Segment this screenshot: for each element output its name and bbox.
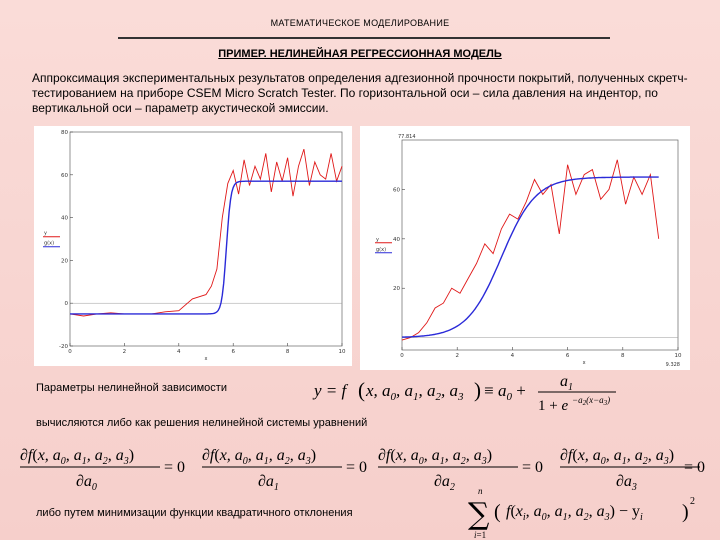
svg-text:≡: ≡ <box>484 381 494 400</box>
x-tick-label: 2 <box>123 349 127 355</box>
x-tick-label: 8 <box>286 349 290 355</box>
svg-text:∂f(x, a0, a1, a2, a3): ∂f(x, a0, a1, a2, a3) <box>202 447 316 467</box>
svg-text:= 0: = 0 <box>164 459 185 476</box>
svg-text:= 0: = 0 <box>522 459 543 476</box>
x-axis-label: x <box>583 360 586 366</box>
fitted-curve-series <box>70 180 342 315</box>
svg-text:∂a2: ∂a2 <box>434 473 455 492</box>
intro-paragraph: Аппроксимация экспериментальных результа… <box>32 71 688 115</box>
y-tick-label: -20 <box>59 344 68 350</box>
svg-text:y = f: y = f <box>312 381 349 400</box>
least-squares-formula: n ∑ i=1 ( f(xi, a0, a1, a2, a3) − yi ) 2 <box>468 486 695 540</box>
plot-frame <box>401 139 679 351</box>
plot-right-svg: 0 2 4 6 8 10 20 40 60 y g(x) x 77.814 9.328 <box>375 134 682 368</box>
x-tick-label: 4 <box>511 353 515 359</box>
params-text: Параметры нелинейной зависимости <box>36 382 227 394</box>
equation-a1: ∂f(x, a0, a1, a2, a3) ∂a1 = 0 <box>202 447 367 492</box>
y-tick-label: 40 <box>61 216 68 222</box>
x-tick-label: 8 <box>621 353 625 359</box>
svg-text:= 0: = 0 <box>684 459 705 476</box>
svg-text:f(xi, a0, a1, a2, a3) − yi: f(xi, a0, a1, a2, a3) − yi <box>506 503 643 523</box>
x-tick-label: 4 <box>177 349 181 355</box>
y-tick-label: 80 <box>61 130 68 136</box>
y-axis-label-fit: g(x) <box>376 247 386 253</box>
minimize-text: либо путем минимизации функции квадратич… <box>36 507 353 519</box>
measured-data-series <box>401 159 660 341</box>
svg-text:= 0: = 0 <box>346 459 367 476</box>
slide-title: ПРИМЕР. НЕЛИНЕЙНАЯ РЕГРЕССИОННАЯ МОДЕЛЬ <box>0 48 720 60</box>
svg-text:i=1: i=1 <box>474 530 486 540</box>
equation-system: ∂f(x, a0, a1, a2, a3) ∂a0 = 0 ∂f(x, a0, … <box>20 447 705 492</box>
svg-text:∑: ∑ <box>468 497 490 532</box>
fitted-curve-series <box>402 176 659 338</box>
y-axis-label: y <box>376 237 379 243</box>
svg-text:∂a3: ∂a3 <box>616 473 637 492</box>
svg-text:): ) <box>682 501 689 523</box>
svg-text:−a2(x−a3): −a2(x−a3) <box>572 395 610 407</box>
svg-text:1 + e: 1 + e <box>538 398 568 414</box>
svg-text:∂f(x, a0, a1, a2, a3): ∂f(x, a0, a1, a2, a3) <box>378 447 492 467</box>
x-tick-label: 6 <box>566 353 570 359</box>
svg-text:x, a0, a1, a2, a3: x, a0, a1, a2, a3 <box>365 381 464 403</box>
model-formula: y = f ( x, a0, a1, a2, a3 ) ≡ a0 + a1 1 … <box>312 373 616 414</box>
plot-left: 0 2 4 6 8 10 -20 0 20 40 60 80 y g(x) x <box>34 126 352 366</box>
svg-text:n: n <box>478 486 483 496</box>
x-tick-label: 0 <box>68 349 72 355</box>
x-tick-label: 0 <box>400 353 404 359</box>
y-tick-label: 60 <box>393 187 400 193</box>
x-axis-label: x <box>205 356 208 362</box>
right-value-label: 9.328 <box>666 362 680 368</box>
slide-title-text: ПРИМЕР. НЕЛИНЕЙНАЯ РЕГРЕССИОННАЯ МОДЕЛЬ <box>218 48 502 60</box>
svg-text:∂a1: ∂a1 <box>258 473 279 492</box>
top-value-label: 77.814 <box>398 134 416 140</box>
svg-text:∂f(x, a0, a1, a2, a3): ∂f(x, a0, a1, a2, a3) <box>20 447 134 467</box>
svg-text:∂a0: ∂a0 <box>76 473 97 492</box>
y-axis-label-fit: g(x) <box>44 241 54 247</box>
y-tick-label: 60 <box>61 173 68 179</box>
x-tick-label: 6 <box>231 349 235 355</box>
svg-text:): ) <box>474 378 481 402</box>
svg-text:∂f(x, a0, a1, a2, a3): ∂f(x, a0, a1, a2, a3) <box>560 447 674 467</box>
plot-right: 0 2 4 6 8 10 20 40 60 y g(x) x 77.814 9.328 <box>360 126 690 370</box>
svg-text:(: ( <box>494 501 501 523</box>
svg-text:a1: a1 <box>560 373 573 393</box>
svg-text:a0 +: a0 + <box>498 381 526 403</box>
svg-text:(: ( <box>358 378 365 402</box>
solve-text: вычисляются либо как решения нелинейной … <box>36 417 368 429</box>
header: МАТЕМАТИЧЕСКОЕ МОДЕЛИРОВАНИЕ <box>270 18 450 28</box>
x-tick-label: 10 <box>339 349 346 355</box>
x-tick-label: 2 <box>455 353 459 359</box>
equation-a0: ∂f(x, a0, a1, a2, a3) ∂a0 = 0 <box>20 447 185 492</box>
svg-text:2: 2 <box>690 496 695 507</box>
y-tick-label: 20 <box>61 258 68 264</box>
header-divider <box>118 37 610 39</box>
y-tick-label: 0 <box>65 301 69 307</box>
y-tick-label: 20 <box>393 286 400 292</box>
measured-data-series <box>69 148 343 317</box>
y-tick-label: 40 <box>393 237 400 243</box>
plot-frame <box>69 131 343 347</box>
y-axis-label: y <box>44 231 47 237</box>
x-tick-label: 10 <box>675 353 682 359</box>
